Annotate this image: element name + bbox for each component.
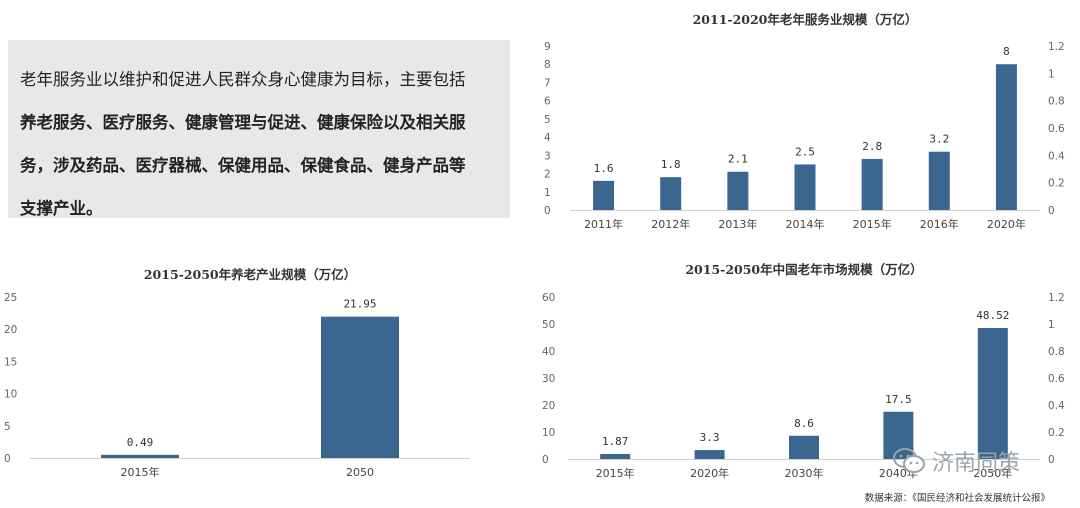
description-line-3: 务，涉及药品、医疗器械、保健用品、保健食品、健身产品等 xyxy=(20,156,466,175)
bar xyxy=(794,164,816,210)
chart-elderly-care-industry: 2015-2050年养老产业规模（万亿） 0 5 10 15 20 25 0.49 2015年 2… xyxy=(4,267,470,479)
data-label: 3.3 xyxy=(700,431,720,444)
data-label: 17.5 xyxy=(885,393,912,406)
y2-tick-label: 0.6 xyxy=(1048,123,1065,135)
x-tick-label: 2020年 xyxy=(987,217,1026,231)
x-tick-label: 2013年 xyxy=(718,217,757,231)
data-label: 2.8 xyxy=(862,140,882,153)
data-label: 2.5 xyxy=(795,145,815,158)
bar xyxy=(995,64,1017,210)
wechat-icon xyxy=(893,448,925,473)
y-tick-label: 7 xyxy=(544,77,551,89)
y-tick-label: 5 xyxy=(544,114,551,126)
y-tick-label: 15 xyxy=(4,356,17,368)
y-tick-label: 0 xyxy=(4,453,11,465)
y-tick-label: 0 xyxy=(542,454,549,466)
y2-tick-label: 0.8 xyxy=(1048,96,1065,108)
y2-tick-label: 0.2 xyxy=(1048,178,1065,190)
y2-tick-label: 1.2 xyxy=(1048,41,1065,53)
description-line-2: 养老服务、医疗服务、健康管理与促进、健康保险以及相关服 xyxy=(20,113,466,132)
x-tick-label: 2016年 xyxy=(920,217,959,231)
x-tick-label: 2012年 xyxy=(651,217,690,231)
y-tick-label: 8 xyxy=(544,59,551,71)
y2-tick-label: 1 xyxy=(1048,319,1055,331)
y-tick-label: 3 xyxy=(544,150,551,162)
x-tick-label: 2020年 xyxy=(690,466,729,480)
y2-tick-label: 0.6 xyxy=(1048,373,1065,385)
chart-elderly-market: 2015-2050年中国老年市场规模（万亿） 0 10 20 30 40 50 60 0 0.2 0… xyxy=(542,262,1065,480)
bar xyxy=(861,158,883,210)
description-line-4: 支撑产业。 xyxy=(20,199,103,218)
y-tick-label: 30 xyxy=(542,373,555,385)
y-tick-label: 50 xyxy=(542,319,555,331)
bar xyxy=(321,316,399,458)
data-label: 2.1 xyxy=(728,153,748,166)
y-tick-label: 10 xyxy=(542,427,555,439)
y2-tick-label: 0 xyxy=(1048,454,1055,466)
y-tick-label: 10 xyxy=(4,389,17,401)
x-tick-label: 2050 xyxy=(346,466,374,479)
bar xyxy=(593,180,615,210)
y-tick-label: 25 xyxy=(4,292,17,304)
data-label: 48.52 xyxy=(976,309,1009,322)
chart-title: 2015-2050年中国老年市场规模（万亿） xyxy=(685,262,922,277)
y2-tick-label: 0.4 xyxy=(1048,400,1065,412)
y-tick-label: 5 xyxy=(4,421,11,433)
y2-tick-label: 0.8 xyxy=(1048,346,1065,358)
y-tick-label: 9 xyxy=(544,41,551,53)
y2-tick-label: 0 xyxy=(1048,205,1055,217)
description-text-box: 老年服务业以维护和促进人民群众身心健康为目标，主要包括 养老服务、医疗服务、健康… xyxy=(8,40,510,218)
data-label: 21.95 xyxy=(343,298,376,311)
y2-tick-label: 0.2 xyxy=(1048,427,1065,439)
bar xyxy=(600,453,631,459)
x-tick-label: 2011年 xyxy=(584,217,623,231)
description-line-1: 老年服务业以维护和促进人民群众身心健康为目标，主要包括 xyxy=(20,70,466,89)
y-tick-label: 2 xyxy=(544,169,551,181)
data-label: 0.49 xyxy=(127,436,154,449)
y-tick-label: 4 xyxy=(544,132,551,144)
data-source-note: 数据来源：《国民经济和社会发展统计公报》 xyxy=(864,493,1050,504)
y-tick-label: 1 xyxy=(544,187,551,199)
y-tick-label: 60 xyxy=(542,292,555,304)
x-tick-label: 2015年 xyxy=(596,466,635,480)
chart-elderly-service-industry: 2011-2020年老年服务业规模（万亿） 0 1 2 3 4 5 6 7 8 9 0 0.2 0.4 0.… xyxy=(544,12,1065,231)
y-tick-label: 0 xyxy=(544,205,551,217)
y-tick-label: 20 xyxy=(4,324,17,336)
x-tick-label: 2030年 xyxy=(785,466,824,480)
bar xyxy=(977,327,1008,459)
bar xyxy=(727,171,749,210)
y-tick-label: 6 xyxy=(544,96,551,108)
chart-title: 2011-2020年老年服务业规模（万亿） xyxy=(693,12,918,27)
x-tick-label: 2014年 xyxy=(786,217,825,231)
data-label: 3.2 xyxy=(929,133,949,146)
y-tick-label: 20 xyxy=(542,400,555,412)
bar xyxy=(789,435,819,459)
data-label: 1.8 xyxy=(661,158,681,171)
y-tick-label: 40 xyxy=(542,346,555,358)
bar xyxy=(694,450,725,459)
x-tick-label: 2015年 xyxy=(121,465,160,479)
x-tick-label: 2050年 xyxy=(973,466,1012,480)
x-tick-label: 2015年 xyxy=(853,217,892,231)
data-label: 8.6 xyxy=(794,417,814,430)
data-label: 8 xyxy=(1003,45,1010,58)
data-label: 1.87 xyxy=(602,435,629,448)
y2-tick-label: 0.4 xyxy=(1048,150,1065,162)
bar xyxy=(928,151,950,210)
watermark-text: 济南同策 xyxy=(932,451,1021,476)
data-label: 1.6 xyxy=(594,162,614,175)
bar xyxy=(660,177,682,210)
y2-tick-label: 1 xyxy=(1048,68,1055,80)
watermark: 济南同策 xyxy=(892,444,1020,478)
bar xyxy=(101,454,179,458)
y2-tick-label: 1.2 xyxy=(1048,292,1065,304)
chart-title: 2015-2050年养老产业规模（万亿） xyxy=(144,267,356,282)
